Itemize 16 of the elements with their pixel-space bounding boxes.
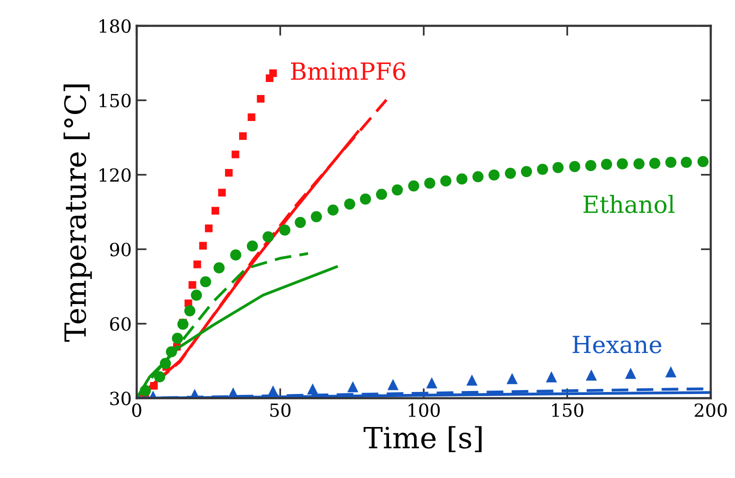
series-label: Hexane <box>572 336 662 354</box>
x-tick-label: 150 <box>552 403 584 418</box>
y-tick-label: 30 <box>110 392 131 406</box>
x-tick-label: 50 <box>270 403 291 418</box>
y-tick-label: 60 <box>110 317 131 331</box>
y-tick-label: 180 <box>100 19 131 33</box>
y-tick-label: 90 <box>110 242 131 256</box>
y-axis-title: Temperature [°C] <box>64 84 92 342</box>
series-label: Ethanol <box>584 194 675 214</box>
x-axis-title: Time [s] <box>364 426 482 452</box>
y-tick-label: 150 <box>100 94 131 108</box>
x-tick-label: 0 <box>132 403 142 418</box>
x-tick-label: 100 <box>408 403 440 418</box>
y-tick-label: 120 <box>100 168 131 182</box>
series-label: BmimPF6 <box>291 62 406 80</box>
x-tick-label: 200 <box>694 403 727 418</box>
